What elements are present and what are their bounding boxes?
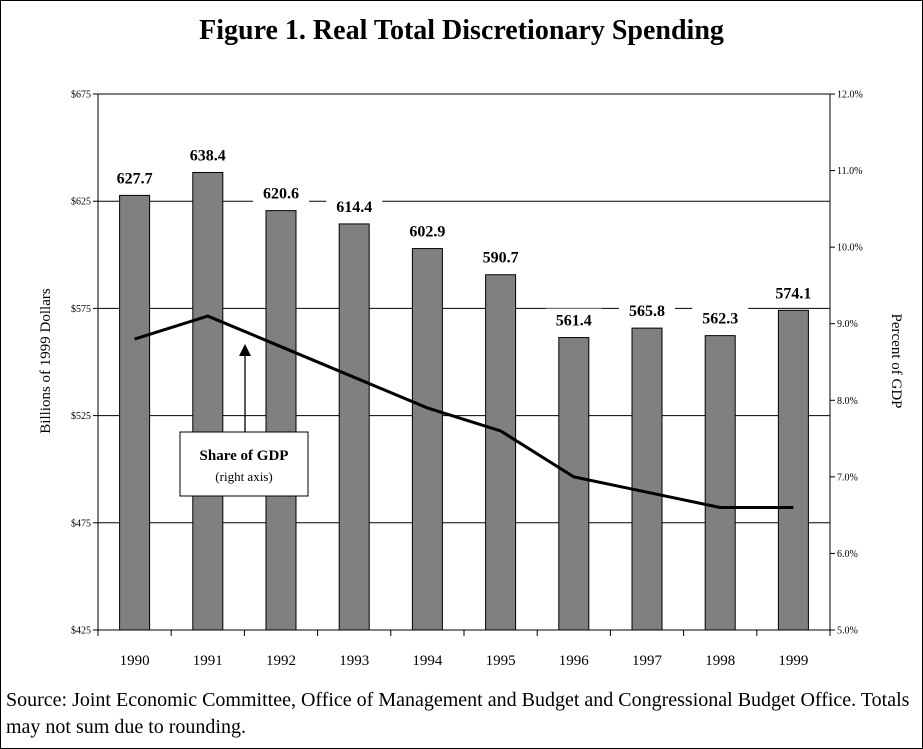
left-tick-label: $525 <box>71 411 91 422</box>
bars <box>119 171 809 631</box>
left-tick-label: $675 <box>71 90 91 101</box>
x-axis-ticks: 1990 1991 1992 1993 1994 1995 1996 1997 1998 1999 <box>97 630 831 669</box>
x-tick-label: 1993 <box>339 653 369 669</box>
bar-value-labels: 627.7 638.4 620.6 614.4 602.9 590.7 561.4 565.8… <box>106 143 822 330</box>
bar <box>411 248 443 631</box>
x-tick-label: 1992 <box>266 653 296 669</box>
share-of-gdp-annotation: Share of GDP (right axis) <box>179 344 309 497</box>
bar <box>192 171 224 631</box>
right-axis-ticks: 5.0% 6.0% 7.0% 8.0% 9.0% 10.0% 11.0% 12.0% <box>830 90 863 637</box>
bar-value-label: 614.4 <box>336 199 372 216</box>
x-tick-label: 1990 <box>120 653 150 669</box>
right-tick-label: 7.0% <box>837 472 858 483</box>
bar-value-label: 562.3 <box>702 311 738 328</box>
bar-label-bg <box>619 299 675 321</box>
bar-label-bg <box>106 166 163 188</box>
x-tick-label: 1995 <box>486 653 516 669</box>
bar-label-bg <box>545 308 602 330</box>
left-tick-label: $625 <box>71 197 91 208</box>
bar-label-bg <box>399 219 456 241</box>
bar <box>777 309 809 631</box>
x-tick-label: 1996 <box>559 653 590 669</box>
bar-label-bg <box>326 194 383 216</box>
right-tick-label: 11.0% <box>837 166 862 177</box>
bar-label-bg <box>253 181 309 203</box>
annotation-title: Share of GDP <box>200 448 289 464</box>
bar-label-bg <box>692 306 749 328</box>
x-tick-label: 1997 <box>632 653 663 669</box>
annotation-box <box>179 431 309 497</box>
bar-value-label: 627.7 <box>117 170 153 187</box>
bar <box>485 274 517 631</box>
share-of-gdp-line <box>134 314 794 509</box>
x-tick-label: 1994 <box>412 653 443 669</box>
x-tick-label: 1991 <box>193 653 223 669</box>
x-tick-label: 1999 <box>778 653 808 669</box>
right-axis-label: Percent of GDP <box>888 314 904 409</box>
bar-value-label: 574.1 <box>775 285 811 302</box>
source-note: Source: Joint Economic Committee, Office… <box>6 689 910 738</box>
annotation-arrow-head <box>239 344 251 356</box>
bar-value-label: 620.6 <box>263 186 299 203</box>
bar-label-bg <box>472 245 529 267</box>
bar-value-label: 590.7 <box>483 250 519 267</box>
chart-title: Figure 1. Real Total Discretionary Spend… <box>199 15 724 46</box>
bar-value-label: 638.4 <box>190 147 226 164</box>
bar-value-label: 602.9 <box>409 224 445 241</box>
bar-value-label: 565.8 <box>629 303 665 320</box>
right-tick-label: 6.0% <box>837 549 858 560</box>
bar <box>631 327 663 631</box>
bar-label-bg <box>765 281 822 303</box>
left-tick-label: $475 <box>71 518 91 529</box>
bar-label-bg <box>179 143 236 165</box>
bar <box>265 210 297 631</box>
bar <box>558 337 590 631</box>
right-tick-label: 9.0% <box>837 319 858 330</box>
left-tick-label: $575 <box>71 304 91 315</box>
right-tick-label: 10.0% <box>837 243 863 254</box>
bar <box>704 335 736 631</box>
left-axis-label: Billions of 1999 Dollars <box>38 288 54 434</box>
left-tick-label: $425 <box>71 626 91 637</box>
right-tick-label: 8.0% <box>837 396 858 407</box>
right-tick-label: 12.0% <box>837 90 863 101</box>
annotation-subtitle: (right axis) <box>215 469 272 484</box>
share-of-gdp-polyline <box>134 314 794 509</box>
x-tick-label: 1998 <box>705 653 735 669</box>
right-tick-label: 5.0% <box>837 626 858 637</box>
bar <box>338 223 370 631</box>
left-axis-ticks: $425 $475 $525 $575 $625 $675 <box>71 90 98 637</box>
bar-value-label: 561.4 <box>556 313 592 330</box>
bar <box>119 194 151 631</box>
